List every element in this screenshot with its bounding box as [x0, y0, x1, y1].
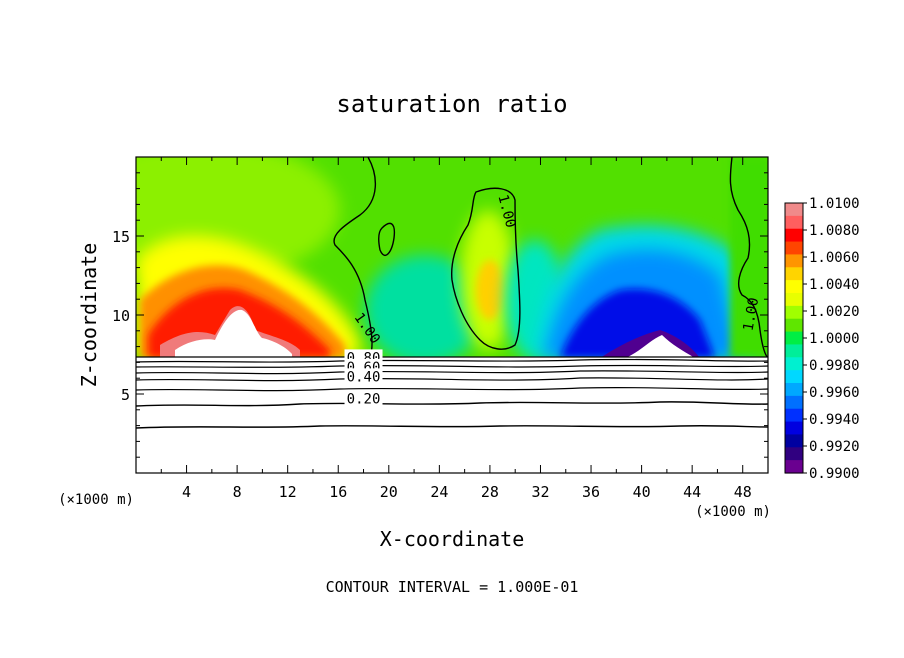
contour-label: 0.20	[347, 391, 381, 407]
x-tick-label: 4	[182, 483, 191, 501]
colorbar-swatch	[785, 254, 803, 268]
field-cyan-gap	[365, 255, 485, 357]
x-tick-label: 12	[279, 483, 297, 501]
x-unit-right: (×1000 m)	[695, 504, 771, 520]
contour-1p00-right	[729, 157, 768, 357]
field-white-dome	[175, 309, 292, 357]
colorbar-swatch	[785, 434, 803, 448]
colorbar-swatch	[785, 280, 803, 294]
colorbar-label: 1.0060	[809, 250, 860, 266]
colorbar-label: 1.0100	[809, 196, 860, 212]
colorbar-swatch	[785, 395, 803, 410]
colorbar-label: 0.9920	[809, 439, 860, 455]
colorbar-label: 0.9940	[809, 412, 860, 428]
y-tick-label: 5	[121, 386, 130, 404]
x-tick-label: 32	[531, 483, 549, 501]
contour-1p00-center	[451, 187, 521, 350]
x-tick-label: 20	[380, 483, 398, 501]
colorbar-swatch	[785, 293, 803, 307]
colorbar-label: 0.9960	[809, 385, 860, 401]
contour-1p00-left	[333, 157, 377, 357]
contour-line-a	[136, 358, 768, 363]
contour-label-layer: 1.001.001.000.800.600.400.20	[344, 193, 763, 407]
colorbar-swatch	[785, 241, 803, 256]
contour-label: 0.40	[347, 369, 381, 385]
contour-line-d	[136, 377, 768, 382]
colorbar-swatch	[785, 421, 803, 436]
field-white-right-bump	[627, 335, 694, 357]
colorbar-swatch	[785, 215, 803, 230]
contour-label-bg	[344, 368, 383, 384]
contour-line-f	[136, 401, 768, 407]
saturation-field	[136, 157, 768, 357]
x-tick-label: 40	[633, 483, 651, 501]
colorbar-swatch	[785, 203, 803, 217]
colorbar: 1.0100 1.0080 1.0060 1.0040 1.0020 1.0000 0.99…	[784, 196, 860, 482]
x-tick-label: 36	[582, 483, 600, 501]
colorbar-label: 1.0020	[809, 304, 860, 320]
x-tick-label: 16	[329, 483, 347, 501]
contour-line-c	[136, 370, 768, 375]
colorbar-swatch	[785, 460, 803, 474]
colorbar-swatch	[785, 344, 803, 358]
colorbar-swatch	[785, 305, 803, 320]
contour-line-b	[136, 364, 768, 368]
subsaturated-contours	[136, 356, 768, 429]
colorbar-swatch	[785, 408, 803, 423]
contour-1p00-islet	[377, 222, 396, 256]
x-tick-label: 28	[481, 483, 499, 501]
colorbar-label: 1.0040	[809, 277, 860, 293]
colorbar-label: 1.0080	[809, 223, 860, 239]
field-orange-column	[476, 260, 504, 320]
y-axis-label: Z-coordinate	[77, 243, 101, 388]
x-unit-left: (×1000 m)	[58, 492, 134, 508]
colorbar-swatch	[785, 267, 803, 281]
x-tick-label: 48	[734, 483, 752, 501]
contour-label: 1.00	[741, 296, 763, 332]
y-tick-label: 15	[112, 228, 130, 246]
colorbar-swatch	[785, 318, 803, 333]
colorbar-swatch	[785, 447, 803, 461]
chart-title: saturation ratio	[336, 90, 567, 118]
colorbar-swatch	[785, 370, 803, 384]
contour-interval-note: CONTOUR INTERVAL = 1.000E-01	[326, 578, 579, 596]
x-tick-label: 8	[233, 483, 242, 501]
x-tick-label: 44	[683, 483, 701, 501]
colorbar-swatch	[785, 228, 803, 243]
contour-line-e	[136, 386, 768, 392]
colorbar-label: 0.9980	[809, 358, 860, 374]
colorbar-swatch	[785, 383, 803, 397]
field-green-right-edge	[730, 157, 768, 357]
x-tick-label: 24	[430, 483, 448, 501]
colorbar-swatch	[785, 357, 803, 371]
colorbar-label: 0.9900	[809, 466, 860, 482]
colorbar-label: 1.0000	[809, 331, 860, 347]
y-axis: 5 10 15	[112, 172, 768, 458]
y-tick-label: 10	[112, 307, 130, 325]
x-axis-label: X-coordinate	[380, 527, 525, 551]
contour-line-g	[136, 425, 768, 429]
x-axis: 4 8 12 16 20 24 28 32 36 40 44 48	[160, 157, 752, 501]
colorbar-swatch	[785, 331, 803, 346]
contour-label-bg	[344, 390, 383, 406]
